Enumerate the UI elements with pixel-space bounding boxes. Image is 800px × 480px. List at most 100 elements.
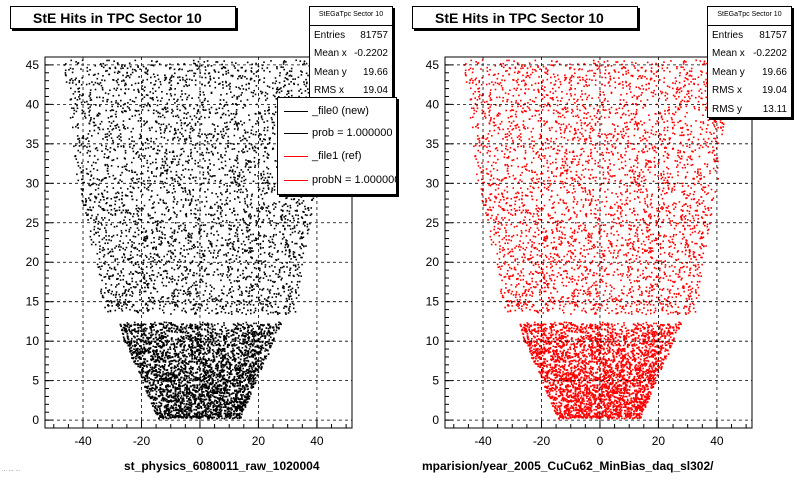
data-point bbox=[242, 107, 244, 109]
data-point bbox=[115, 304, 118, 306]
data-point bbox=[241, 335, 243, 337]
data-point bbox=[185, 334, 187, 337]
data-point bbox=[244, 200, 246, 203]
data-point bbox=[142, 208, 144, 210]
data-point bbox=[165, 354, 168, 356]
data-point bbox=[217, 390, 220, 393]
data-point bbox=[288, 254, 291, 257]
data-point bbox=[221, 67, 224, 70]
data-point bbox=[233, 178, 236, 181]
data-point bbox=[249, 247, 252, 249]
data-point bbox=[263, 160, 266, 163]
data-point bbox=[90, 117, 92, 119]
data-point bbox=[262, 219, 265, 221]
data-point bbox=[236, 97, 239, 99]
data-point bbox=[107, 212, 110, 214]
data-point bbox=[125, 294, 127, 297]
data-point bbox=[198, 295, 200, 297]
data-point bbox=[262, 221, 264, 223]
data-point bbox=[90, 243, 93, 246]
data-point bbox=[219, 299, 222, 301]
data-point bbox=[210, 244, 213, 246]
data-point bbox=[240, 342, 243, 345]
data-point bbox=[176, 328, 179, 330]
data-point bbox=[242, 218, 244, 221]
data-point bbox=[137, 263, 140, 266]
data-point bbox=[288, 210, 291, 213]
data-point bbox=[110, 133, 112, 135]
data-point bbox=[243, 151, 246, 153]
data-point bbox=[233, 343, 236, 345]
data-point bbox=[160, 173, 162, 176]
data-point bbox=[104, 227, 106, 229]
data-point bbox=[170, 243, 172, 246]
data-point bbox=[271, 306, 273, 308]
data-point bbox=[70, 77, 73, 80]
data-point bbox=[142, 376, 145, 378]
data-point bbox=[190, 137, 192, 140]
data-point bbox=[215, 334, 218, 337]
data-point bbox=[230, 282, 232, 284]
data-point bbox=[137, 151, 139, 153]
data-point bbox=[235, 393, 237, 395]
data-point bbox=[280, 90, 283, 92]
data-point bbox=[245, 346, 248, 349]
data-point bbox=[159, 394, 161, 397]
data-point bbox=[129, 185, 132, 188]
data-point bbox=[218, 376, 221, 379]
data-point bbox=[266, 120, 269, 122]
data-point bbox=[235, 103, 237, 105]
data-point bbox=[129, 98, 132, 101]
data-point bbox=[241, 312, 243, 314]
data-point bbox=[230, 397, 232, 400]
data-point bbox=[237, 162, 239, 164]
data-point bbox=[198, 230, 200, 233]
data-point bbox=[276, 86, 279, 89]
data-point bbox=[190, 353, 192, 356]
data-point bbox=[239, 260, 241, 262]
data-point bbox=[173, 98, 175, 100]
data-point bbox=[237, 127, 239, 129]
data-point bbox=[181, 309, 183, 312]
data-point bbox=[143, 204, 146, 207]
data-point bbox=[265, 210, 268, 212]
data-point bbox=[269, 222, 271, 224]
data-point bbox=[218, 77, 220, 79]
data-point bbox=[86, 70, 89, 72]
data-point bbox=[213, 234, 215, 236]
data-point bbox=[159, 175, 162, 177]
data-point bbox=[194, 350, 196, 353]
data-point bbox=[95, 183, 98, 186]
data-point bbox=[170, 88, 173, 90]
data-point bbox=[102, 96, 104, 99]
data-point bbox=[172, 158, 174, 160]
data-point bbox=[281, 238, 284, 240]
data-point bbox=[159, 378, 161, 381]
data-point bbox=[164, 76, 166, 79]
data-point bbox=[221, 193, 223, 196]
data-point bbox=[241, 407, 244, 410]
data-point bbox=[141, 253, 143, 255]
data-point bbox=[119, 240, 121, 242]
data-point bbox=[288, 252, 291, 254]
data-point bbox=[303, 60, 306, 63]
data-point bbox=[279, 74, 281, 77]
data-point bbox=[298, 280, 301, 283]
data-point bbox=[242, 88, 245, 90]
data-point bbox=[174, 88, 176, 90]
data-point bbox=[216, 201, 218, 204]
data-point bbox=[157, 359, 160, 362]
data-point bbox=[257, 365, 259, 367]
data-point bbox=[283, 80, 286, 82]
data-point bbox=[224, 122, 226, 124]
data-point bbox=[252, 92, 255, 94]
data-point bbox=[217, 411, 220, 414]
data-point bbox=[217, 217, 219, 219]
data-point bbox=[126, 337, 129, 340]
data-point bbox=[157, 382, 159, 384]
data-point bbox=[145, 266, 148, 268]
data-point bbox=[293, 82, 295, 85]
data-point bbox=[224, 391, 226, 393]
data-point bbox=[76, 124, 79, 126]
data-point bbox=[186, 276, 188, 279]
